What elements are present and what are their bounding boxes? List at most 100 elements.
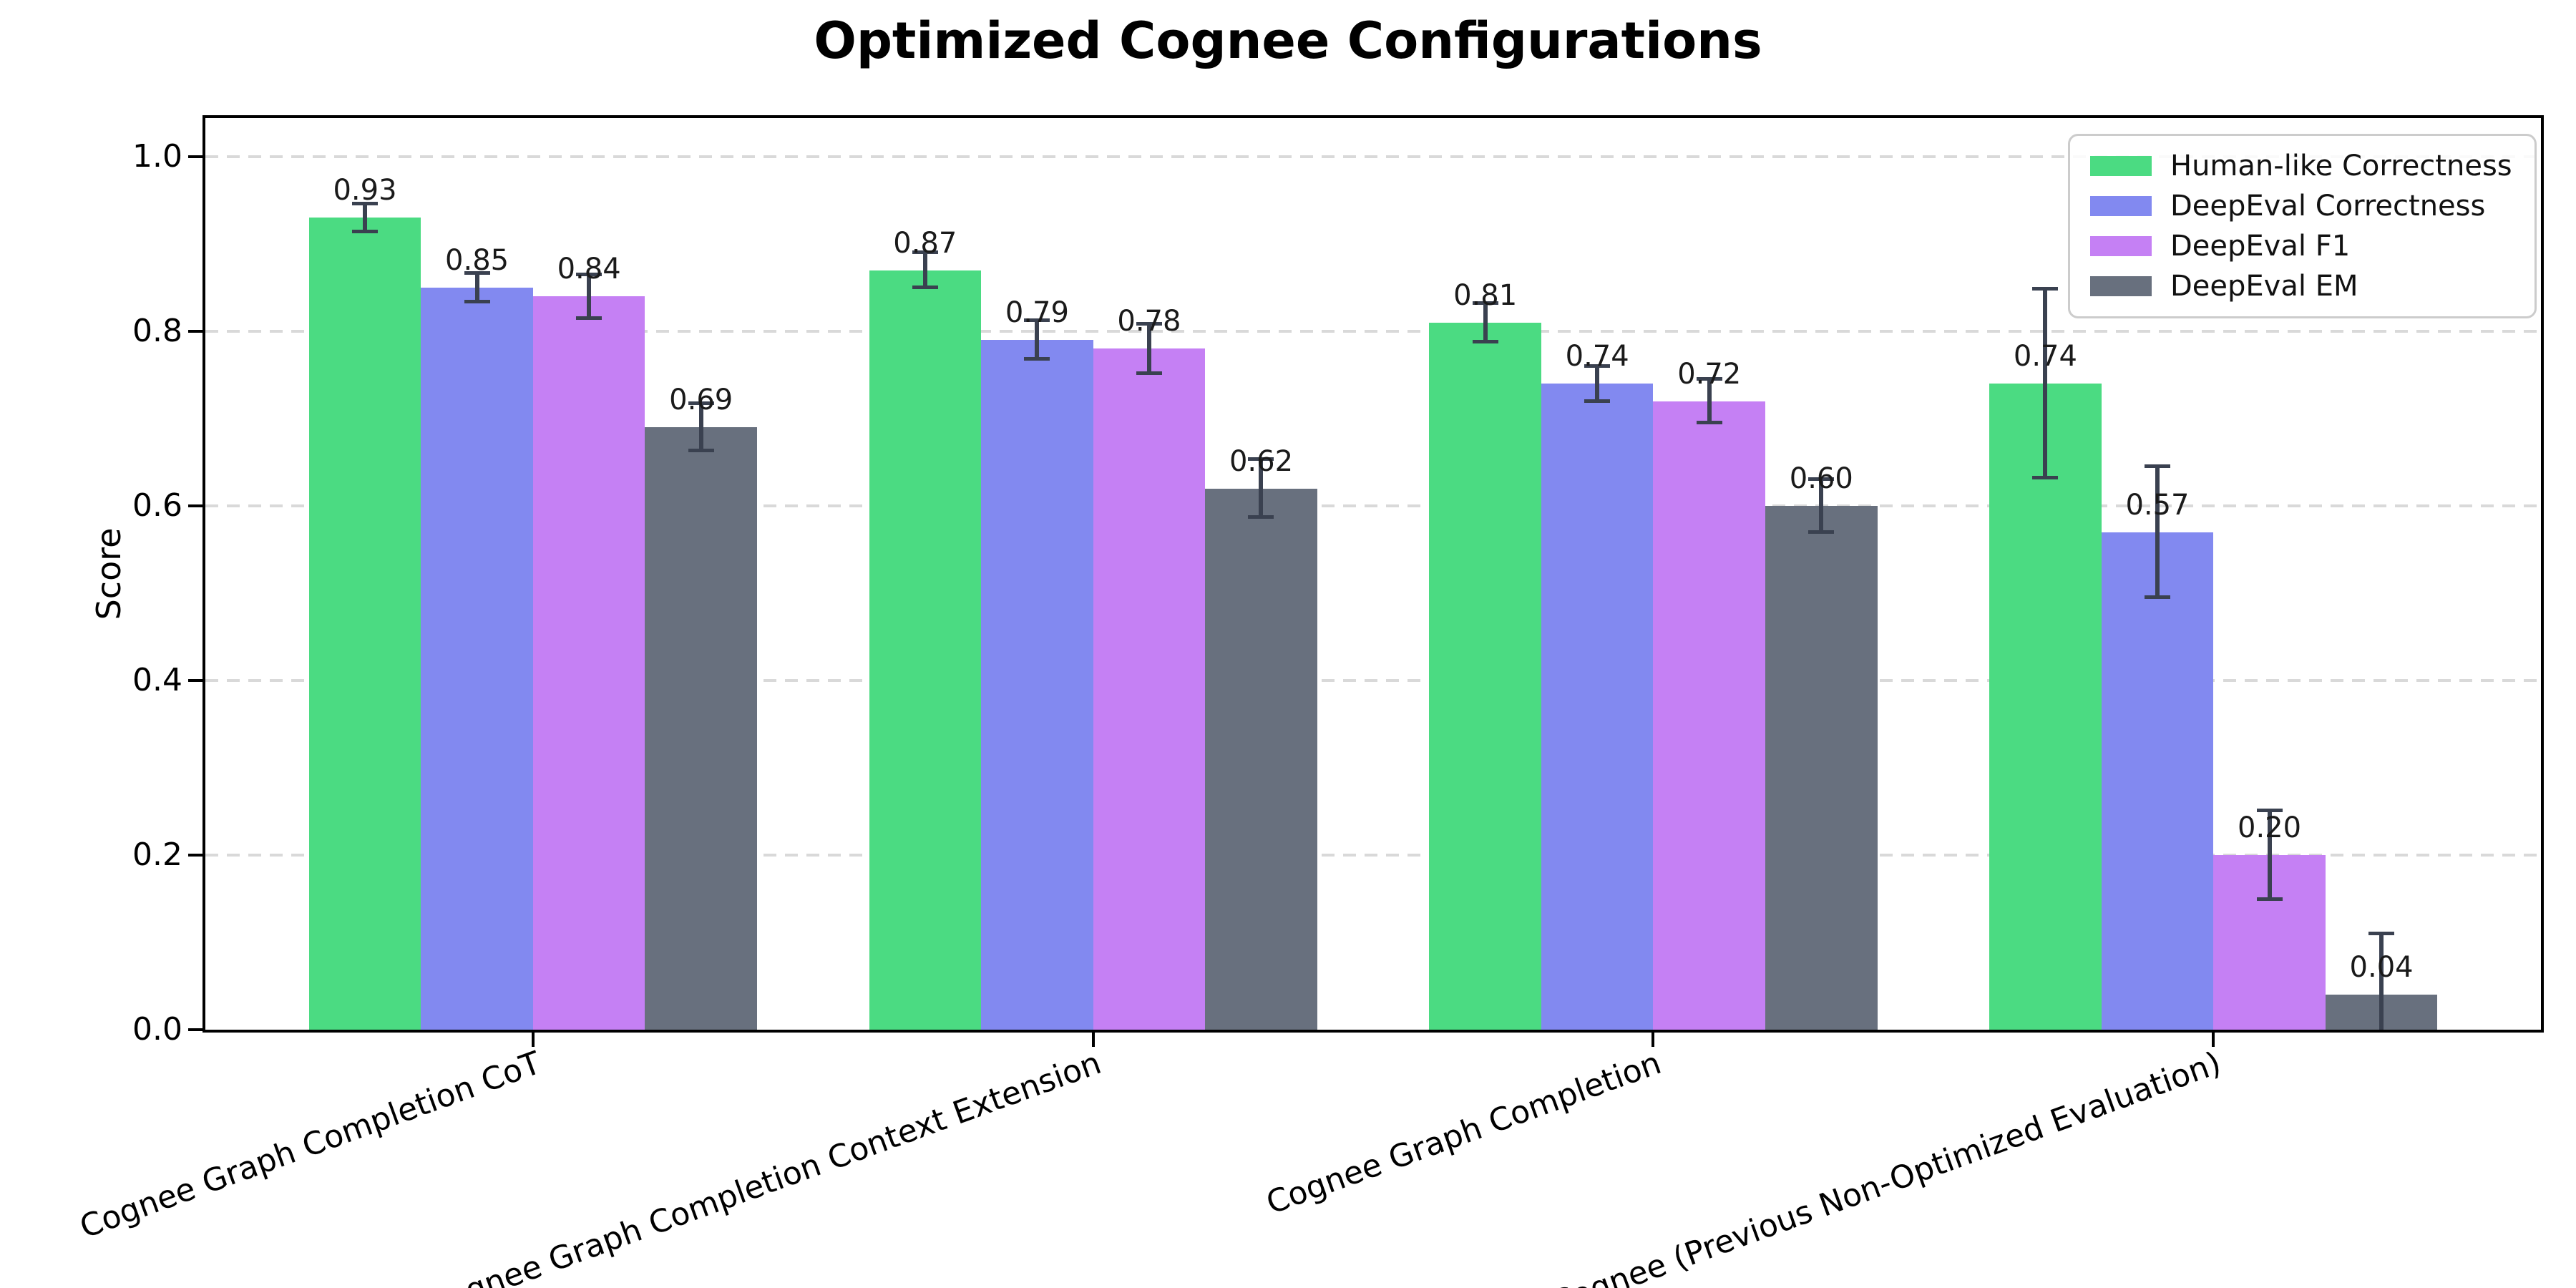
bar-value-label: 0.60 [1789,462,1853,495]
error-bar-cap-top [2032,287,2059,291]
bar [1653,401,1765,1030]
error-bar-cap-top [1808,477,1835,482]
x-tick-mark [1091,1033,1095,1047]
grid-line [205,679,2541,682]
error-bar-cap-top [1584,364,1611,368]
error-bar-cap-bottom [464,299,490,303]
error-bar-line [698,404,703,452]
error-bar-cap-top [1248,457,1274,462]
y-tick-label: 0.8 [132,313,182,349]
error-bar-cap-bottom [1808,530,1835,534]
y-tick-mark [188,330,203,333]
error-bar-line [2379,933,2384,1030]
bar [421,288,533,1030]
error-bar-cap-bottom [2256,897,2283,902]
bar-value-label: 0.74 [2013,340,2077,374]
error-bar-cap-bottom [688,449,714,453]
bar-value-label: 0.78 [1117,305,1181,338]
bar [981,340,1093,1030]
bar-value-label: 0.87 [893,226,957,260]
legend-label: DeepEval EM [2170,270,2358,303]
bar [869,270,982,1030]
error-bar-line [1259,459,1264,517]
bar [532,296,645,1030]
error-bar-line [1819,479,1824,532]
legend-label: Human-like Correctness [2170,150,2512,182]
y-tick-label: 0.0 [132,1011,182,1048]
bar-value-label: 0.62 [1229,444,1294,478]
error-bar-cap-top [2256,808,2283,812]
error-bar-cap-bottom [1136,371,1162,375]
error-bar-cap-bottom [2144,595,2170,600]
y-tick-label: 0.6 [132,487,182,524]
error-bar-cap-bottom [1584,399,1611,403]
bar-value-label: 0.04 [2349,951,2414,985]
error-bar-line [587,274,592,318]
bar [2101,532,2214,1030]
legend-label: DeepEval Correctness [2170,190,2486,223]
error-bar-line [1595,366,1600,401]
error-bar-cap-bottom [1696,421,1722,425]
bar-value-label: 0.85 [445,244,509,277]
grid-line [205,330,2541,333]
bar-value-label: 0.81 [1453,278,1518,312]
legend-swatch [2090,276,2152,296]
error-bar-cap-bottom [1248,514,1274,519]
error-bar-line [1035,321,1040,360]
y-tick-mark [188,679,203,682]
x-tick-mark [1652,1033,1655,1047]
error-bar-cap-top [2368,931,2395,935]
bar-value-label: 0.93 [333,174,397,208]
chart-title: Optimized Cognee Configurations [814,11,1762,70]
error-bar-line [2155,467,2160,598]
error-bar-cap-bottom [912,286,938,289]
error-bar-cap-top [1472,301,1498,305]
legend-label: DeepEval F1 [2170,230,2351,263]
bar [645,427,757,1030]
legend-row: DeepEval EM [2090,270,2514,302]
error-bar-line [1483,303,1488,342]
bar [1989,384,2102,1030]
error-bar-cap-bottom [2032,475,2059,479]
error-bar-line [474,273,479,302]
error-bar-cap-top [464,271,490,275]
bar-value-label: 0.79 [1005,296,1069,330]
legend-swatch [2090,156,2152,176]
grid-line [205,504,2541,507]
error-bar-cap-top [576,272,602,276]
error-bar-cap-bottom [1024,357,1050,361]
bar [1765,506,1878,1030]
y-tick-label: 0.2 [132,836,182,873]
error-bar-line [2043,289,2048,478]
error-bar-cap-top [1136,322,1162,326]
x-tick-label: Cognee Graph Completion [1262,1045,1666,1222]
y-tick-mark [188,1028,203,1031]
legend: Human-like Correctness DeepEval Correctne… [2068,134,2537,318]
grid-line [205,854,2541,857]
bar [308,218,421,1030]
y-axis-label: Score [89,527,128,620]
y-tick-label: 1.0 [132,138,182,175]
legend-swatch [2090,236,2152,256]
bar-value-label: 0.20 [2238,811,2302,844]
plot-area: 0.93 0.87 0.81 0.74 0.85 0.79 0.74 0.57 0.84 0.78… [203,115,2544,1033]
bar [1429,322,1541,1030]
y-tick-mark [188,155,203,158]
y-tick-label: 0.4 [132,662,182,698]
error-bar-cap-top [688,401,714,406]
x-tick-mark [2212,1033,2215,1047]
error-bar-line [922,253,927,288]
x-tick-label: Cognee Graph Completion CoT [74,1045,546,1246]
grid-line [205,155,2541,158]
error-bar-cap-top [2144,464,2170,469]
legend-row: DeepEval Correctness [2090,190,2514,222]
bar [1093,348,1206,1030]
error-bar-cap-bottom [1472,339,1498,343]
error-bar-line [363,203,367,232]
y-tick-mark [188,504,203,507]
error-bar-line [1146,324,1151,374]
error-bar-cap-top [1696,377,1722,381]
bar [1541,384,1654,1030]
bar-value-label: 0.57 [2125,488,2190,522]
